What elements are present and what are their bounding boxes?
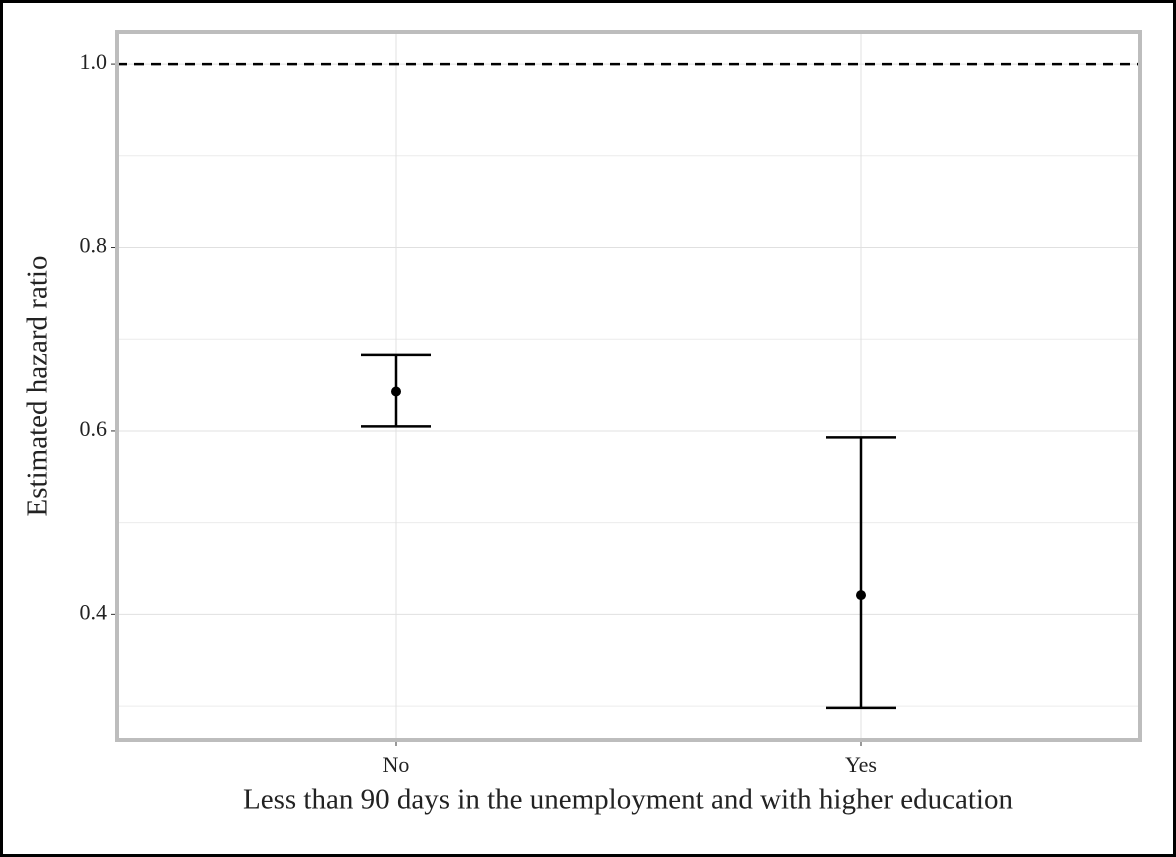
y-axis-title: Estimated hazard ratio <box>22 256 54 517</box>
x-axis-title: Less than 90 days in the unemployment an… <box>243 784 1013 816</box>
x-tick-label: No <box>383 752 410 777</box>
y-tick-label: 0.8 <box>80 233 108 258</box>
y-tick-label: 0.4 <box>80 599 108 624</box>
panel-border <box>115 30 1142 742</box>
x-tick-label: Yes <box>845 752 877 777</box>
point <box>856 590 866 601</box>
point <box>391 386 401 397</box>
y-tick-label: 0.6 <box>80 416 108 441</box>
y-tick-label: 1.0 <box>80 49 108 74</box>
